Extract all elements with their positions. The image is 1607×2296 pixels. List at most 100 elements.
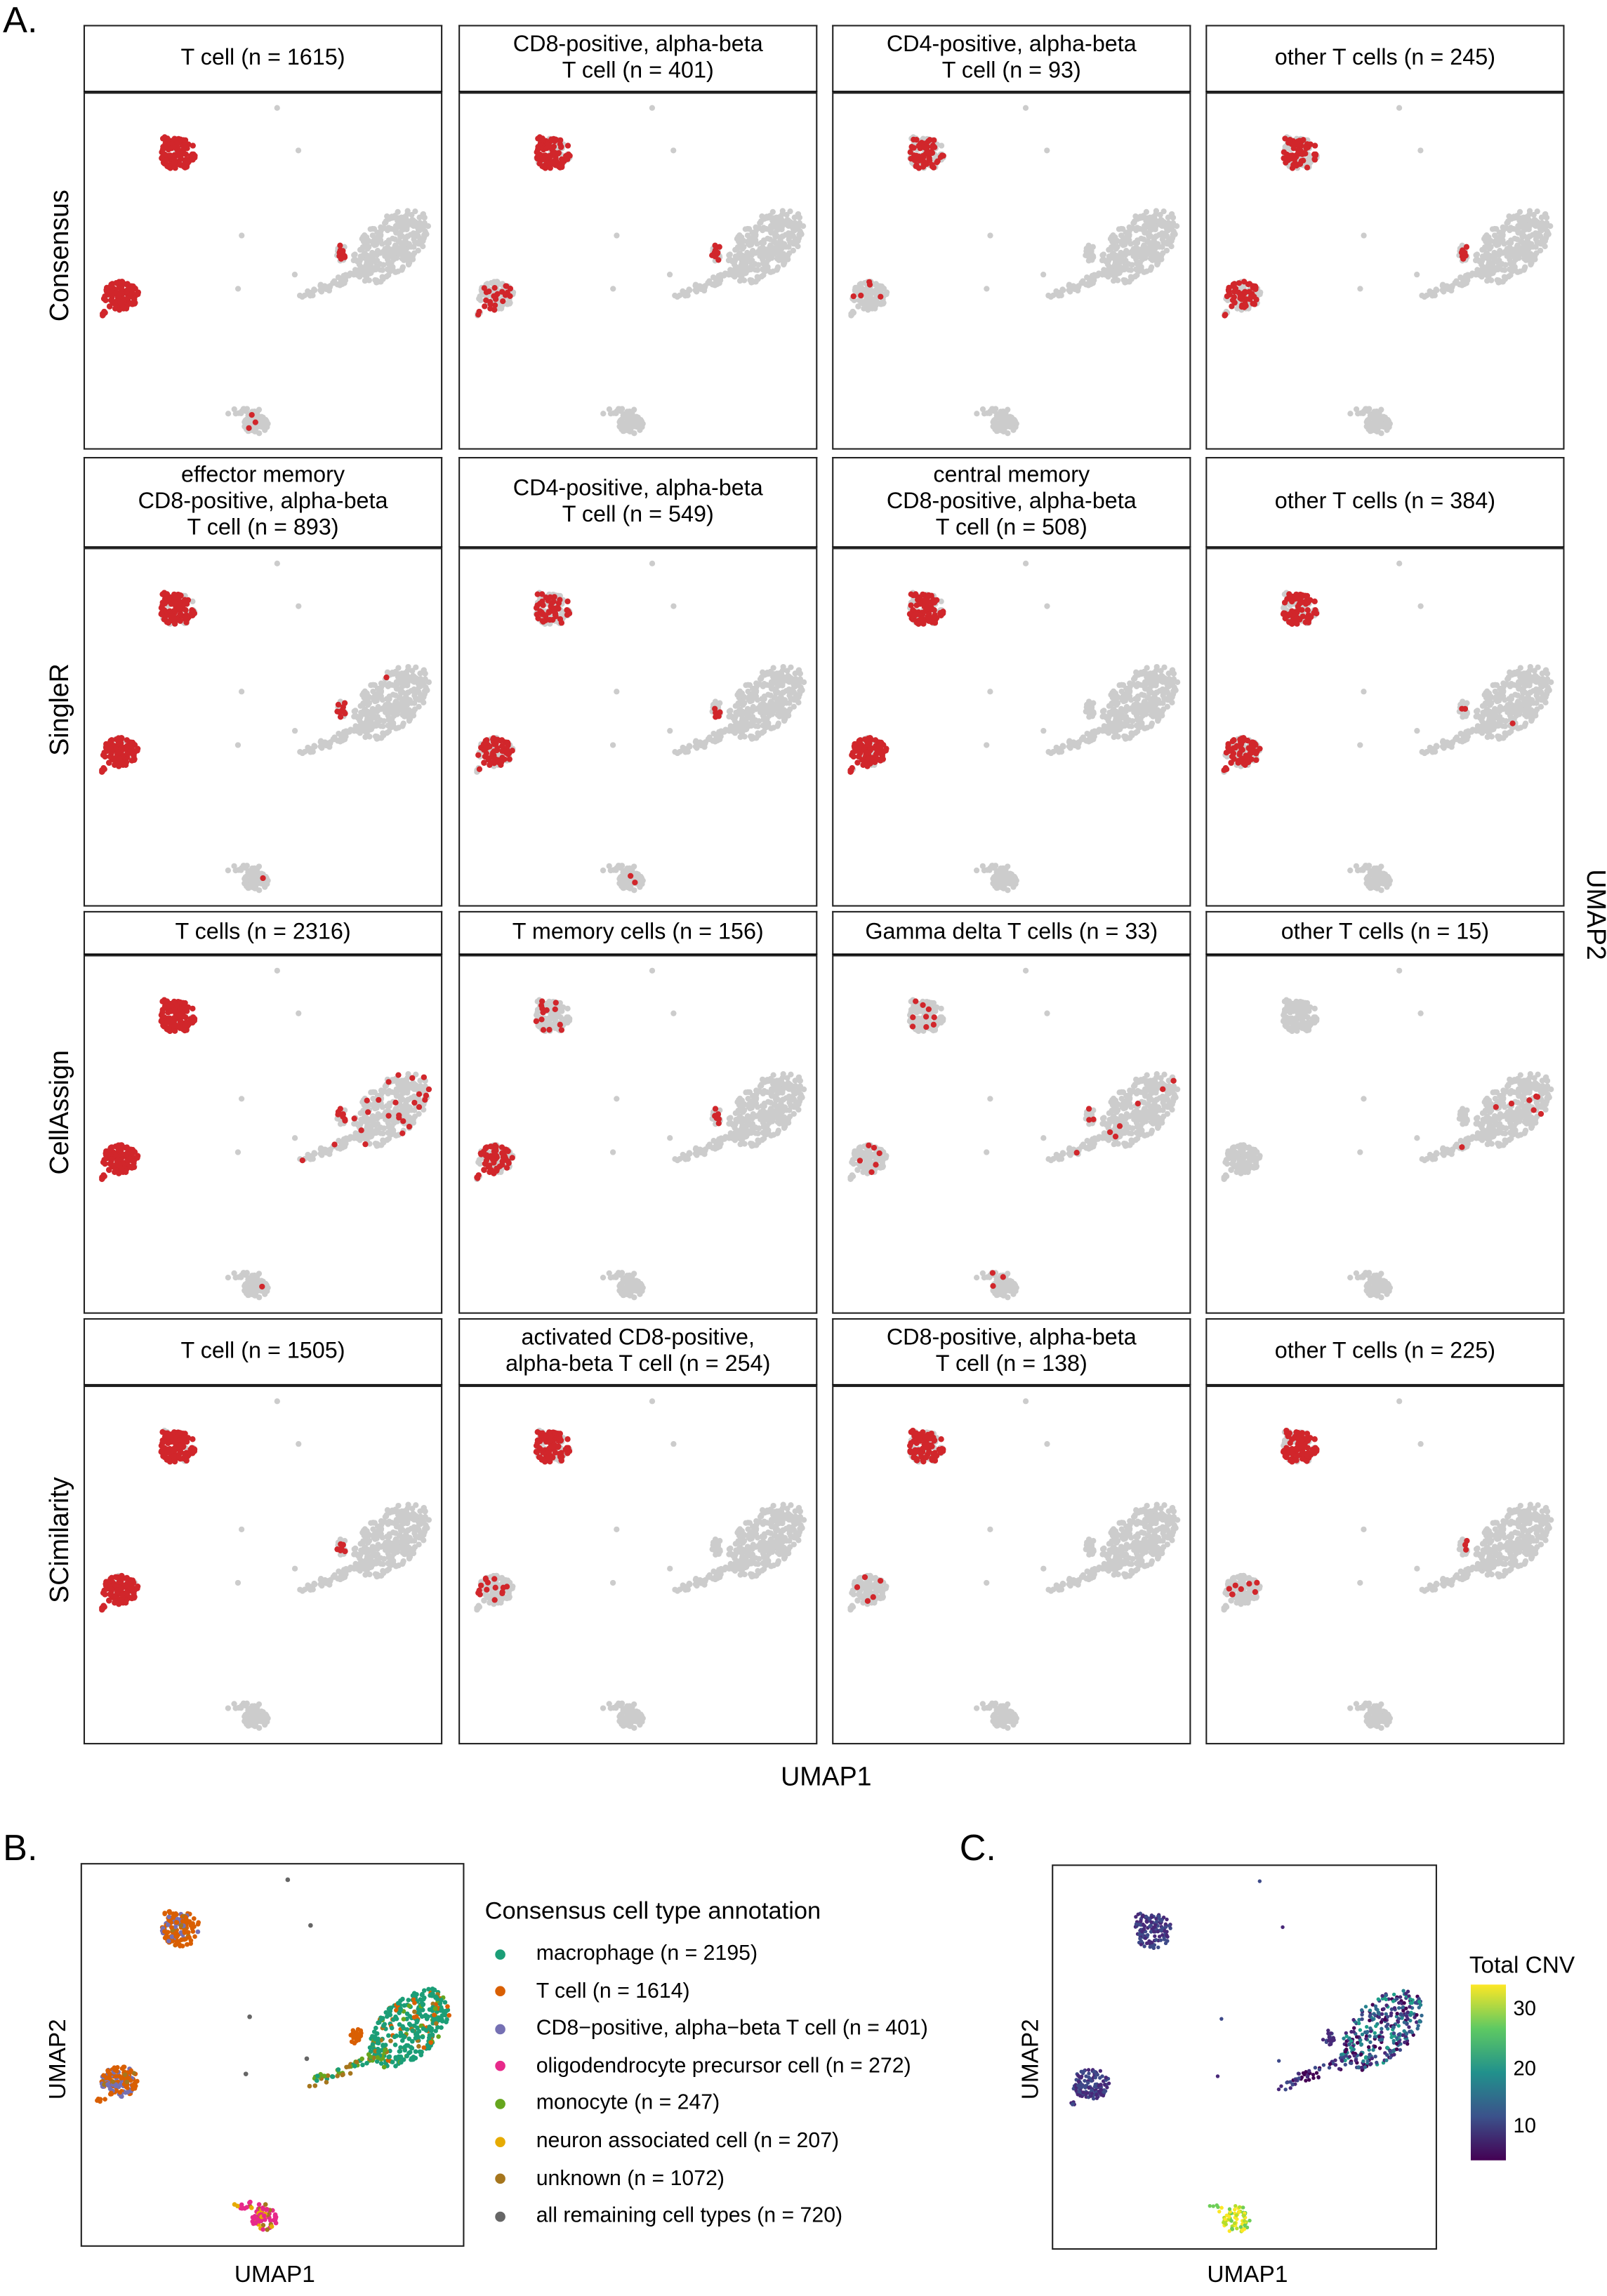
panel-label-a: A. — [3, 0, 38, 41]
row-label: Consensus — [44, 190, 74, 322]
umap-point — [380, 723, 386, 729]
highlighted-umap-point — [117, 755, 123, 762]
highlighted-umap-point — [109, 292, 116, 299]
umap-point — [1493, 242, 1500, 248]
umap-point — [383, 239, 390, 246]
highlighted-umap-point — [1230, 283, 1236, 289]
highlighted-umap-point — [383, 674, 390, 681]
umap-point — [389, 253, 395, 259]
umap-point — [1070, 283, 1076, 289]
umap-point — [692, 287, 699, 293]
highlighted-umap-point — [180, 150, 187, 156]
umap-point — [359, 711, 366, 717]
umap-point — [400, 247, 407, 253]
highlighted-umap-point — [182, 164, 188, 171]
umap-point — [774, 267, 780, 273]
umap-point — [1111, 235, 1118, 242]
highlighted-umap-point — [164, 135, 171, 142]
highlighted-umap-point — [1312, 142, 1318, 149]
highlighted-umap-point — [1293, 152, 1300, 159]
umap-point — [381, 225, 388, 232]
umap-point — [404, 208, 411, 214]
umap-point — [421, 232, 428, 238]
umap-point — [484, 281, 491, 287]
highlighted-umap-point — [171, 159, 178, 166]
highlighted-umap-point — [337, 714, 344, 720]
umap-point — [716, 280, 722, 286]
umap-point — [1485, 262, 1492, 268]
umap-point — [416, 214, 423, 220]
facet-umap-plot — [458, 92, 818, 450]
umap-point — [1486, 244, 1492, 251]
highlighted-umap-point — [131, 295, 137, 301]
highlighted-umap-point — [340, 704, 346, 710]
umap-point — [1457, 274, 1464, 281]
umap-point — [231, 863, 237, 869]
highlighted-umap-point — [712, 242, 718, 248]
umap-point — [1502, 262, 1509, 268]
highlighted-umap-point — [502, 292, 509, 298]
highlighted-umap-point — [940, 152, 946, 159]
umap-point — [1147, 219, 1154, 225]
umap-point — [1153, 241, 1159, 247]
highlighted-umap-point — [930, 144, 936, 151]
umap-point — [399, 723, 406, 729]
umap-point — [312, 287, 318, 293]
umap-point — [767, 269, 774, 275]
umap-point — [872, 305, 878, 312]
umap-point — [1112, 244, 1118, 251]
umap-point — [355, 268, 362, 274]
highlighted-umap-point — [567, 152, 573, 159]
highlighted-umap-point — [246, 425, 252, 431]
umap-point — [754, 267, 761, 273]
highlighted-umap-point — [171, 621, 178, 627]
umap-point — [1516, 208, 1523, 215]
umap-point — [382, 253, 388, 259]
umap-point — [1523, 247, 1529, 253]
umap-point — [371, 242, 378, 248]
umap-point — [385, 722, 391, 729]
umap-point — [1488, 277, 1495, 284]
highlighted-umap-point — [131, 300, 138, 307]
umap-point — [743, 263, 749, 269]
umap-point — [1417, 147, 1424, 154]
umap-point — [1123, 234, 1130, 240]
umap-point — [1429, 292, 1436, 298]
umap-point — [1366, 426, 1373, 432]
umap-point — [1489, 226, 1496, 232]
umap-point — [1118, 232, 1125, 239]
umap-point — [764, 253, 771, 259]
umap-point — [858, 281, 864, 287]
umap-point — [1453, 278, 1460, 284]
umap-point — [351, 728, 357, 734]
umap-point — [416, 703, 422, 710]
highlighted-umap-point — [159, 602, 166, 609]
umap-point — [629, 410, 635, 416]
highlighted-umap-point — [249, 411, 255, 418]
umap-point — [374, 248, 381, 254]
umap-point — [1099, 272, 1106, 278]
umap-point — [1529, 252, 1535, 258]
umap-point — [331, 734, 338, 741]
umap-point — [421, 688, 428, 694]
umap-point — [1110, 277, 1117, 284]
umap-point — [1486, 267, 1493, 273]
umap-point — [381, 220, 388, 226]
umap-point — [1514, 242, 1521, 248]
umap-point — [1141, 242, 1147, 248]
umap-point — [1512, 235, 1518, 241]
umap-point — [791, 227, 797, 234]
umap-point — [1419, 292, 1425, 299]
umap-point — [1143, 208, 1150, 215]
umap-point — [772, 229, 779, 236]
umap-point — [1484, 277, 1490, 284]
umap-point — [498, 305, 505, 312]
facet-title: other T cells (n = 245) — [1205, 25, 1565, 93]
umap-point — [385, 272, 392, 279]
umap-point — [1149, 247, 1156, 253]
umap-point — [769, 255, 775, 261]
umap-point — [682, 292, 689, 298]
umap-point — [381, 718, 388, 724]
umap-point — [1357, 286, 1363, 292]
umap-point — [1537, 247, 1544, 254]
